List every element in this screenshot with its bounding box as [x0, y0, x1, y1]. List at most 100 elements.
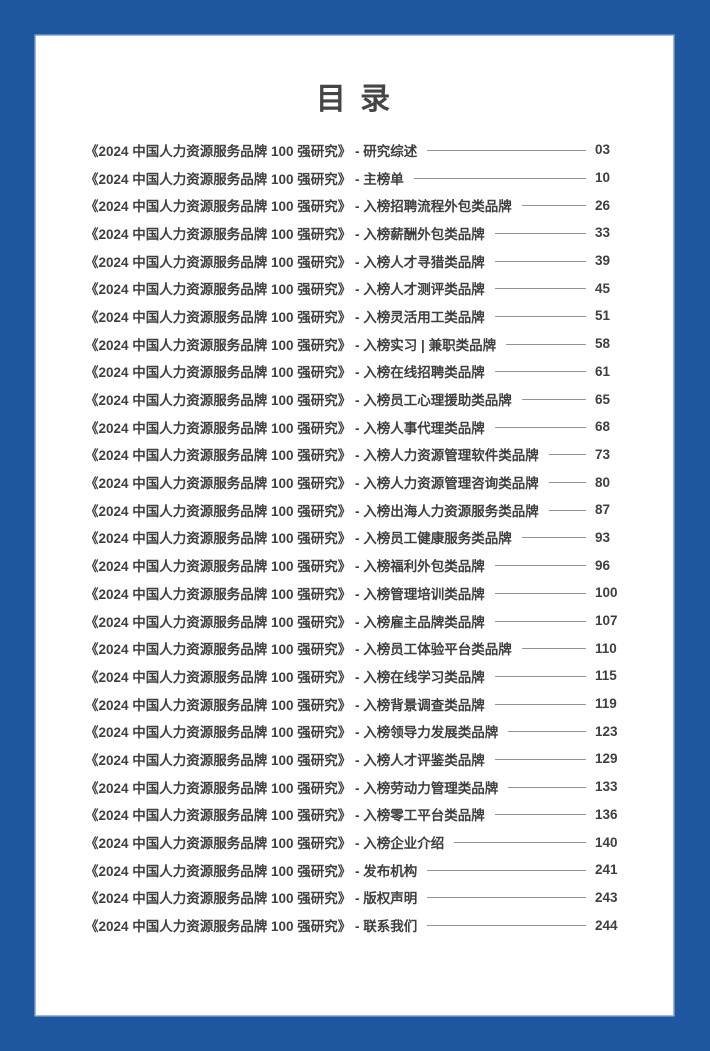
leader-line: [494, 814, 586, 816]
toc-entry-page: 107: [595, 613, 618, 629]
toc-entry[interactable]: 《2024 中国人力资源服务品牌 100 强研究》 - 入榜劳动力管理类品牌 13…: [85, 773, 625, 801]
toc-entry-page: 58: [595, 336, 611, 352]
toc-entry-page: 26: [595, 197, 611, 213]
toc-entry-page: 87: [595, 502, 611, 518]
toc-entry-page: 33: [595, 225, 611, 241]
toc-entry[interactable]: 《2024 中国人力资源服务品牌 100 强研究》 - 入榜在线招聘类品牌 61: [85, 358, 625, 386]
toc-entry[interactable]: 《2024 中国人力资源服务品牌 100 强研究》 - 入榜出海人力资源服务类品…: [85, 496, 625, 524]
toc-entry-label: 《2024 中国人力资源服务品牌 100 强研究》 - 入榜雇主品牌类品牌: [85, 614, 485, 630]
leader-line: [494, 315, 586, 317]
toc-entry-page: 115: [595, 668, 617, 684]
toc-entry-page: 68: [595, 419, 611, 435]
toc-entry-page: 123: [595, 723, 618, 739]
leader-line: [548, 454, 586, 456]
toc-entry-label: 《2024 中国人力资源服务品牌 100 强研究》 - 入榜管理培训类品牌: [85, 586, 485, 602]
toc-entry-label: 《2024 中国人力资源服务品牌 100 强研究》 - 入榜实习 | 兼职类品牌: [85, 337, 497, 353]
toc-entry[interactable]: 《2024 中国人力资源服务品牌 100 强研究》 - 入榜人力资源管理咨询类品…: [85, 468, 625, 496]
toc-entry[interactable]: 《2024 中国人力资源服务品牌 100 强研究》 - 入榜员工健康服务类品牌 9…: [85, 524, 625, 552]
leader-line: [506, 343, 586, 345]
toc-entry-label: 《2024 中国人力资源服务品牌 100 强研究》 - 入榜零工平台类品牌: [85, 808, 485, 824]
leader-line: [494, 260, 586, 262]
toc-entry-page: 10: [595, 170, 611, 186]
toc-entry[interactable]: 《2024 中国人力资源服务品牌 100 强研究》 - 入榜领导力发展类品牌 12…: [85, 717, 625, 745]
toc-entry-page: 93: [595, 529, 611, 545]
leader-line: [494, 232, 586, 234]
toc-entry[interactable]: 《2024 中国人力资源服务品牌 100 强研究》 - 发布机构 241: [85, 856, 625, 884]
toc-entry-label: 《2024 中国人力资源服务品牌 100 强研究》 - 入榜人才测评类品牌: [85, 282, 485, 298]
toc-entry[interactable]: 《2024 中国人力资源服务品牌 100 强研究》 - 入榜人才寻猎类品牌 39: [85, 247, 625, 275]
toc-sheet: 目 录 《2024 中国人力资源服务品牌 100 强研究》 - 研究综述 03 《2…: [36, 36, 673, 1015]
toc-entry-label: 《2024 中国人力资源服务品牌 100 强研究》 - 入榜员工体验平台类品牌: [85, 642, 512, 658]
toc-entry[interactable]: 《2024 中国人力资源服务品牌 100 强研究》 - 入榜企业介绍 140: [85, 828, 625, 856]
toc-entry-label: 《2024 中国人力资源服务品牌 100 强研究》 - 入榜福利外包类品牌: [85, 559, 485, 575]
toc-entry-label: 《2024 中国人力资源服务品牌 100 强研究》 - 入榜灵活用工类品牌: [85, 309, 485, 325]
toc-entry-page: 119: [595, 696, 617, 712]
toc-entry-page: 244: [595, 917, 618, 933]
toc-entry[interactable]: 《2024 中国人力资源服务品牌 100 强研究》 - 联系我们 244: [85, 911, 625, 939]
leader-line: [427, 925, 586, 927]
toc-entry-label: 《2024 中国人力资源服务品牌 100 强研究》 - 入榜人力资源管理咨询类品…: [85, 476, 539, 492]
toc-entry-page: 80: [595, 474, 611, 490]
toc-entry[interactable]: 《2024 中国人力资源服务品牌 100 强研究》 - 入榜灵活用工类品牌 51: [85, 302, 625, 330]
toc-entry-label: 《2024 中国人力资源服务品牌 100 强研究》 - 入榜企业介绍: [85, 836, 445, 852]
toc-entry-label: 《2024 中国人力资源服务品牌 100 强研究》 - 版权声明: [85, 891, 418, 907]
toc-entry[interactable]: 《2024 中国人力资源服务品牌 100 强研究》 - 版权声明 243: [85, 884, 625, 912]
toc-entry-label: 《2024 中国人力资源服务品牌 100 强研究》 - 入榜招聘流程外包类品牌: [85, 199, 512, 215]
leader-line: [494, 675, 586, 677]
toc-entry[interactable]: 《2024 中国人力资源服务品牌 100 强研究》 - 入榜福利外包类品牌 96: [85, 551, 625, 579]
toc-entry-page: 136: [595, 806, 618, 822]
page-title: 目 录: [315, 83, 394, 116]
leader-line: [427, 149, 586, 151]
toc-entry-label: 《2024 中国人力资源服务品牌 100 强研究》 - 入榜背景调查类品牌: [85, 697, 485, 713]
leader-line: [494, 565, 586, 567]
toc-entry[interactable]: 《2024 中国人力资源服务品牌 100 强研究》 - 入榜人才测评类品牌 45: [85, 274, 625, 302]
leader-line: [521, 537, 586, 539]
toc-entry[interactable]: 《2024 中国人力资源服务品牌 100 强研究》 - 入榜招聘流程外包类品牌 2…: [85, 191, 625, 219]
toc-entry[interactable]: 《2024 中国人力资源服务品牌 100 强研究》 - 入榜人才评鉴类品牌 129: [85, 745, 625, 773]
toc-entry-label: 《2024 中国人力资源服务品牌 100 强研究》 - 入榜人才寻猎类品牌: [85, 254, 485, 270]
toc-entry-page: 65: [595, 391, 611, 407]
toc-entry-page: 45: [595, 280, 611, 296]
toc-entry[interactable]: 《2024 中国人力资源服务品牌 100 强研究》 - 主榜单 10: [85, 164, 625, 192]
toc-entry-label: 《2024 中国人力资源服务品牌 100 强研究》 - 入榜人才评鉴类品牌: [85, 752, 485, 768]
toc-entry-label: 《2024 中国人力资源服务品牌 100 强研究》 - 入榜员工健康服务类品牌: [85, 531, 512, 547]
toc-entry[interactable]: 《2024 中国人力资源服务品牌 100 强研究》 - 入榜员工体验平台类品牌 1…: [85, 634, 625, 662]
toc-entry[interactable]: 《2024 中国人力资源服务品牌 100 强研究》 - 入榜薪酬外包类品牌 33: [85, 219, 625, 247]
leader-line: [521, 205, 586, 207]
toc-entry[interactable]: 《2024 中国人力资源服务品牌 100 强研究》 - 入榜实习 | 兼职类品牌…: [85, 330, 625, 358]
toc-entry-page: 96: [595, 557, 611, 573]
leader-line: [494, 371, 586, 373]
toc-entry-label: 《2024 中国人力资源服务品牌 100 强研究》 - 联系我们: [85, 919, 418, 935]
toc-entry-page: 03: [595, 142, 611, 158]
toc-entry-label: 《2024 中国人力资源服务品牌 100 强研究》 - 入榜员工心理援助类品牌: [85, 393, 512, 409]
toc-entry[interactable]: 《2024 中国人力资源服务品牌 100 强研究》 - 入榜人力资源管理软件类品…: [85, 441, 625, 469]
toc-entry[interactable]: 《2024 中国人力资源服务品牌 100 强研究》 - 入榜人事代理类品牌 68: [85, 413, 625, 441]
leader-line: [521, 648, 586, 650]
toc-entry[interactable]: 《2024 中国人力资源服务品牌 100 强研究》 - 入榜在线学习类品牌 115: [85, 662, 625, 690]
leader-line: [494, 620, 586, 622]
toc-entry-page: 73: [595, 446, 611, 462]
toc-entry-label: 《2024 中国人力资源服务品牌 100 强研究》 - 入榜在线招聘类品牌: [85, 365, 485, 381]
toc-entry-label: 《2024 中国人力资源服务品牌 100 强研究》 - 入榜在线学习类品牌: [85, 669, 485, 685]
toc-entry-label: 《2024 中国人力资源服务品牌 100 强研究》 - 研究综述: [85, 143, 418, 159]
toc-entry[interactable]: 《2024 中国人力资源服务品牌 100 强研究》 - 入榜雇主品牌类品牌 107: [85, 607, 625, 635]
leader-line: [521, 399, 586, 401]
toc-entry[interactable]: 《2024 中国人力资源服务品牌 100 强研究》 - 入榜管理培训类品牌 100: [85, 579, 625, 607]
toc-entry-page: 110: [595, 640, 617, 656]
toc-entry-label: 《2024 中国人力资源服务品牌 100 强研究》 - 入榜人事代理类品牌: [85, 420, 485, 436]
leader-line: [413, 177, 586, 179]
leader-line: [494, 758, 586, 760]
toc-entry[interactable]: 《2024 中国人力资源服务品牌 100 强研究》 - 研究综述 03: [85, 136, 625, 164]
leader-line: [508, 786, 586, 788]
toc-list: 《2024 中国人力资源服务品牌 100 强研究》 - 研究综述 03 《2024 …: [36, 136, 673, 939]
toc-entry-page: 241: [595, 862, 618, 878]
toc-entry[interactable]: 《2024 中国人力资源服务品牌 100 强研究》 - 入榜零工平台类品牌 136: [85, 801, 625, 829]
leader-line: [548, 509, 586, 511]
toc-entry[interactable]: 《2024 中国人力资源服务品牌 100 强研究》 - 入榜背景调查类品牌 119: [85, 690, 625, 718]
toc-entry[interactable]: 《2024 中国人力资源服务品牌 100 强研究》 - 入榜员工心理援助类品牌 6…: [85, 385, 625, 413]
leader-line: [494, 288, 586, 290]
toc-entry-page: 51: [595, 308, 611, 324]
toc-entry-page: 129: [595, 751, 618, 767]
toc-entry-page: 39: [595, 253, 611, 269]
leader-line: [494, 592, 586, 594]
